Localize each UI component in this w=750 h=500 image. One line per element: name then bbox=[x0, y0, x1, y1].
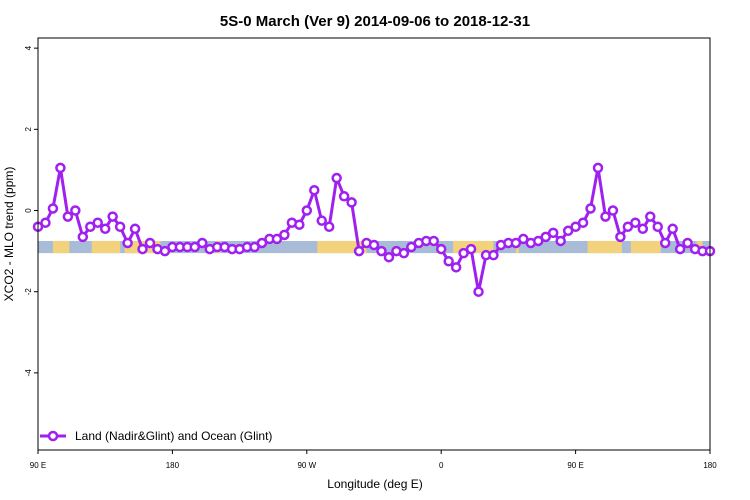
data-point-33 bbox=[279, 229, 290, 241]
data-point-55 bbox=[443, 256, 454, 267]
data-point-15 bbox=[144, 237, 156, 249]
y-tick-label-0: 4 bbox=[24, 45, 33, 50]
data-point-50 bbox=[406, 241, 417, 253]
x-axis-ticks: 90 E 180 90 W 0 90 E 180 bbox=[30, 450, 717, 470]
data-point-86 bbox=[674, 243, 686, 255]
data-point-32 bbox=[271, 233, 283, 245]
y-tick-label-3: -2 bbox=[24, 288, 33, 296]
data-point-70 bbox=[555, 235, 566, 247]
data-point-4 bbox=[62, 211, 74, 222]
data-point-14 bbox=[137, 243, 148, 255]
data-point-79 bbox=[622, 221, 634, 232]
data-point-29 bbox=[249, 241, 260, 253]
data-point-49 bbox=[398, 247, 410, 259]
chart-title: 5S-0 March (Ver 9) 2014-09-06 to 2018-12… bbox=[220, 13, 530, 30]
data-point-83 bbox=[652, 221, 663, 232]
data-point-1 bbox=[40, 217, 51, 228]
x-tick-label-3: 0 bbox=[439, 461, 444, 470]
data-point-8 bbox=[92, 217, 103, 228]
data-point-80 bbox=[630, 217, 641, 228]
data-point-11 bbox=[114, 221, 126, 232]
data-point-43 bbox=[353, 245, 365, 257]
data-point-78 bbox=[615, 231, 626, 243]
data-point-30 bbox=[256, 237, 268, 249]
y-axis-label: XCO2 - MLO trend (ppm) bbox=[2, 167, 16, 302]
data-point-77 bbox=[607, 205, 619, 216]
data-point-84 bbox=[659, 237, 671, 249]
land-segment-1 bbox=[91, 240, 121, 254]
data-point-13 bbox=[129, 223, 141, 235]
data-point-47 bbox=[383, 251, 395, 263]
y-tick-label-2: 0 bbox=[24, 208, 33, 213]
data-point-67 bbox=[533, 235, 544, 247]
legend-swatch-marker bbox=[47, 430, 59, 442]
legend-entry-0: Land (Nadir&Glint) and Ocean (Glint) bbox=[75, 429, 272, 443]
data-point-6 bbox=[77, 231, 89, 243]
data-point-17 bbox=[159, 245, 171, 257]
data-point-39 bbox=[323, 221, 335, 232]
data-point-35 bbox=[294, 219, 305, 230]
data-point-5 bbox=[70, 205, 81, 216]
data-point-42 bbox=[346, 197, 357, 208]
data-point-71 bbox=[562, 225, 574, 237]
data-point-56 bbox=[450, 262, 462, 273]
data-point-37 bbox=[309, 184, 320, 196]
data-point-9 bbox=[99, 223, 111, 235]
data-point-10 bbox=[107, 211, 118, 222]
data-point-74 bbox=[585, 203, 596, 214]
x-axis-label: Longitude (deg E) bbox=[327, 477, 422, 491]
data-point-68 bbox=[540, 231, 551, 243]
data-point-3 bbox=[55, 162, 66, 174]
plot-frame bbox=[37, 37, 711, 451]
data-point-12 bbox=[122, 237, 133, 249]
data-point-40 bbox=[331, 172, 342, 184]
data-point-82 bbox=[645, 211, 656, 222]
land-segment-0 bbox=[52, 240, 70, 254]
data-point-76 bbox=[600, 211, 611, 222]
x-tick-label-4: 90 E bbox=[567, 461, 583, 470]
x-tick-label-2: 90 W bbox=[297, 461, 316, 470]
data-point-21 bbox=[189, 241, 201, 253]
series-layer bbox=[32, 162, 716, 297]
data-point-36 bbox=[301, 205, 313, 216]
y-tick-label-4: -4 bbox=[24, 369, 33, 377]
data-point-53 bbox=[428, 235, 439, 247]
x-tick-label-5: 180 bbox=[703, 461, 717, 470]
data-point-45 bbox=[368, 239, 380, 251]
data-point-58 bbox=[465, 243, 477, 255]
x-tick-label-1: 180 bbox=[166, 461, 180, 470]
land-segment-7 bbox=[587, 240, 622, 254]
data-point-65 bbox=[518, 233, 529, 245]
y-axis-ticks: 4 2 0 -2 -4 bbox=[24, 45, 38, 376]
x-tick-label-0: 90 E bbox=[30, 461, 46, 470]
data-point-69 bbox=[547, 227, 559, 239]
data-point-41 bbox=[338, 191, 350, 202]
data-point-73 bbox=[577, 217, 589, 228]
data-point-75 bbox=[592, 162, 604, 174]
data-point-81 bbox=[637, 223, 649, 235]
data-point-46 bbox=[376, 245, 387, 257]
land-segment-8 bbox=[630, 240, 661, 254]
data-point-64 bbox=[510, 237, 522, 249]
data-point-87 bbox=[682, 237, 693, 249]
data-point-57 bbox=[458, 247, 469, 259]
data-point-38 bbox=[316, 215, 327, 226]
data-point-2 bbox=[47, 203, 59, 214]
data-point-72 bbox=[570, 221, 581, 232]
data-point-85 bbox=[667, 223, 678, 235]
legend: Land (Nadir&Glint) and Ocean (Glint) bbox=[40, 429, 272, 443]
y-tick-label-1: 2 bbox=[24, 127, 33, 132]
data-point-61 bbox=[488, 249, 499, 261]
data-point-54 bbox=[435, 243, 447, 255]
data-point-7 bbox=[85, 221, 96, 232]
data-point-22 bbox=[197, 237, 208, 249]
data-point-59 bbox=[473, 286, 484, 297]
